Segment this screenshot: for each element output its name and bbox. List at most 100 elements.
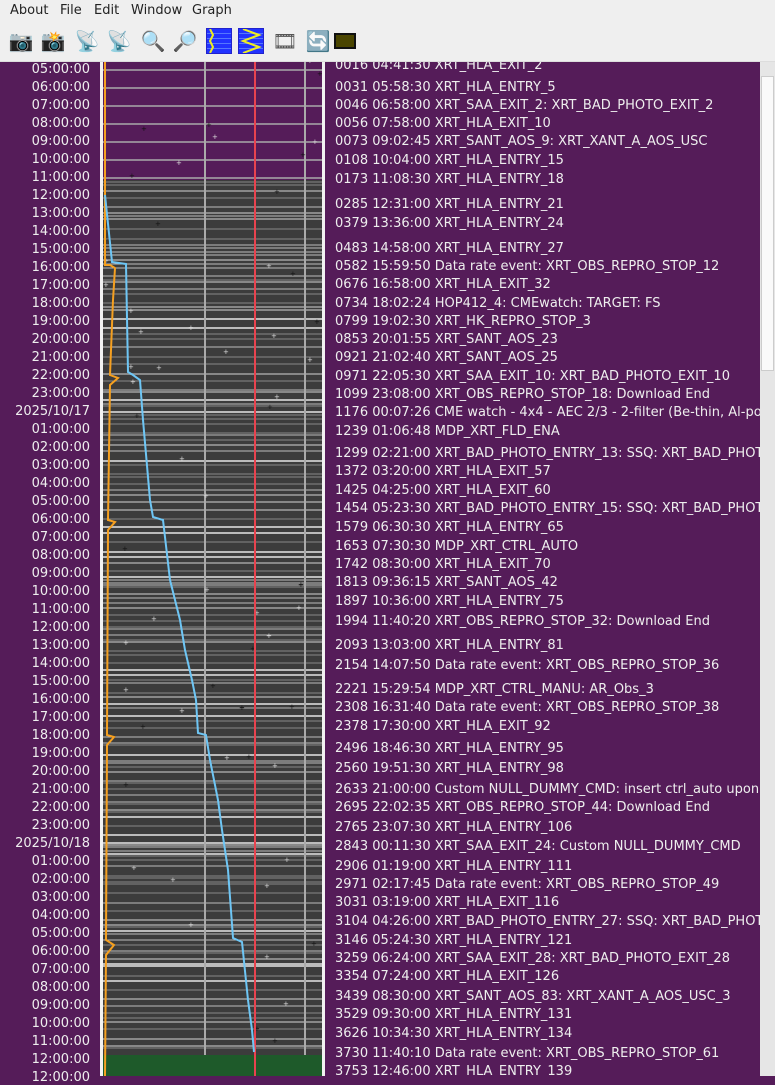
color-swatch-icon[interactable] (334, 33, 356, 49)
graph-grid-icon[interactable] (206, 28, 232, 54)
menu-edit[interactable]: Edit (94, 3, 120, 18)
menu-window[interactable]: Window (131, 3, 183, 18)
event-item[interactable]: 2906 01:19:00 XRT_HLA_ENTRY_111 (335, 859, 573, 874)
event-item[interactable]: 3031 03:19:00 XRT_HLA_EXIT_116 (335, 895, 560, 910)
event-item[interactable]: 1176 00:07:26 CME watch - 4x4 - AEC 2/3 … (335, 405, 760, 420)
orange-curve (104, 62, 120, 1076)
event-item[interactable]: 3529 09:30:00 XRT_HLA_ENTRY_131 (335, 1007, 573, 1022)
event-item[interactable]: 0285 12:31:00 XRT_HLA_ENTRY_21 (335, 197, 564, 212)
event-item[interactable]: 0734 18:02:24 HOP412_4: CMEwatch: TARGET… (335, 296, 661, 311)
event-item[interactable]: 3753 12:46:00 XRT_HLA_ENTRY_139 (335, 1064, 573, 1076)
event-item[interactable]: 2496 18:46:30 XRT_HLA_ENTRY_95 (335, 741, 564, 756)
event-item[interactable]: 2154 14:07:50 Data rate event: XRT_OBS_R… (335, 658, 720, 673)
event-item[interactable]: 2843 00:11:30 XRT_SAA_EXIT_24: Custom NU… (335, 839, 741, 854)
graph-zigzag-icon[interactable] (238, 28, 264, 54)
menu-file[interactable]: File (60, 3, 82, 18)
event-item[interactable]: 0971 22:05:30 XRT_SAA_EXIT_10: XRT_BAD_P… (335, 369, 730, 384)
time-label: 13:00:00 (31, 638, 90, 653)
time-label: 08:00:00 (31, 980, 90, 995)
event-item[interactable]: 1372 03:20:00 XRT_HLA_EXIT_57 (335, 464, 551, 479)
event-item[interactable]: 2093 13:03:00 XRT_HLA_ENTRY_81 (335, 638, 564, 653)
event-item[interactable]: 0173 11:08:30 XRT_HLA_ENTRY_18 (335, 172, 564, 187)
event-item[interactable]: 1239 01:06:48 MDP_XRT_FLD_ENA (335, 424, 560, 439)
event-item[interactable]: 0483 14:58:00 XRT_HLA_ENTRY_27 (335, 241, 564, 256)
event-item[interactable]: 0921 21:02:40 XRT_SANT_AOS_25 (335, 350, 558, 365)
event-item[interactable]: 3104 04:26:00 XRT_BAD_PHOTO_ENTRY_27: SS… (335, 914, 760, 929)
menu-about[interactable]: About (10, 3, 49, 18)
event-item[interactable]: 0853 20:01:55 XRT_SANT_AOS_23 (335, 332, 558, 347)
event-item[interactable]: 1813 09:36:15 XRT_SANT_AOS_42 (335, 575, 558, 590)
time-label: 17:00:00 (31, 278, 90, 293)
event-item[interactable]: 3354 07:24:00 XRT_HLA_EXIT_126 (335, 969, 560, 984)
time-label: 09:00:00 (31, 998, 90, 1013)
timeline-plot[interactable]: + + + + + + + + + + + + + + + + + + + + + + + + + + + + + + + + + + + + + + + +… (103, 62, 322, 1076)
time-label: 20:00:00 (31, 332, 90, 347)
event-item[interactable]: 2378 17:30:00 XRT_HLA_EXIT_92 (335, 719, 551, 734)
event-item[interactable]: 1742 08:30:00 XRT_HLA_EXIT_70 (335, 557, 551, 572)
event-item[interactable]: 0073 09:02:45 XRT_SANT_AOS_9: XRT_XANT_A… (335, 134, 708, 149)
event-marker: + (128, 307, 134, 315)
event-item[interactable]: 0582 15:59:50 Data rate event: XRT_OBS_R… (335, 259, 720, 274)
event-item[interactable]: 3439 08:30:00 XRT_SANT_AOS_83: XRT_XANT_… (335, 989, 731, 1004)
time-label: 07:00:00 (31, 530, 90, 545)
event-marker: + (131, 864, 137, 872)
event-item[interactable]: 0379 13:36:00 XRT_HLA_ENTRY_24 (335, 216, 564, 231)
camera-download-icon[interactable]: 📸 (40, 29, 66, 53)
event-marker: + (284, 856, 290, 864)
time-label: 07:00:00 (31, 98, 90, 113)
film-icon[interactable]: 🎞 (272, 29, 298, 53)
timeline-graph[interactable]: + + + + + + + + + + + + + + + + + + + + + + + + + + + + + + + + + + + + + + + +… (100, 62, 325, 1076)
time-label: 20:00:00 (31, 764, 90, 779)
event-marker: + (254, 609, 260, 617)
event-item[interactable]: 1099 23:08:00 XRT_OBS_REPRO_STOP_18: Dow… (335, 387, 710, 402)
time-label: 18:00:00 (31, 728, 90, 743)
event-item[interactable]: 2765 23:07:30 XRT_HLA_ENTRY_106 (335, 820, 573, 835)
event-marker: + (128, 363, 134, 371)
event-item[interactable]: 2695 22:02:35 XRT_OBS_REPRO_STOP_44: Dow… (335, 800, 710, 815)
scrollbar[interactable] (760, 62, 775, 1076)
event-item[interactable]: 2633 21:00:00 Custom NULL_DUMMY_CMD: ins… (335, 782, 760, 797)
event-item[interactable]: 1994 11:40:20 XRT_OBS_REPRO_STOP_32: Dow… (335, 614, 710, 629)
event-item[interactable]: 3626 10:34:30 XRT_HLA_ENTRY_134 (335, 1026, 573, 1041)
event-item[interactable]: 3730 11:40:10 Data rate event: XRT_OBS_R… (335, 1046, 720, 1061)
time-label: 03:00:00 (31, 458, 90, 473)
time-label: 19:00:00 (31, 746, 90, 761)
zoom-out-icon[interactable]: 🔍 (140, 29, 166, 53)
event-marker: + (246, 753, 252, 761)
time-label: 11:00:00 (31, 1034, 90, 1049)
event-item[interactable]: 1579 06:30:30 XRT_HLA_ENTRY_65 (335, 520, 564, 535)
event-item[interactable]: 1299 02:21:00 XRT_BAD_PHOTO_ENTRY_13: SS… (335, 446, 760, 461)
menu-graph[interactable]: Graph (192, 3, 232, 18)
event-item[interactable]: 0016 04:41:30 XRT_HLA_EXIT_2 (335, 62, 543, 73)
event-item[interactable]: 1454 05:23:30 XRT_BAD_PHOTO_ENTRY_15: SS… (335, 501, 760, 516)
event-item[interactable]: 0056 07:58:00 XRT_HLA_EXIT_10 (335, 116, 551, 131)
event-item[interactable]: 0031 05:58:30 XRT_HLA_ENTRY_5 (335, 80, 556, 95)
scrollbar-thumb[interactable] (761, 76, 774, 371)
time-label: 03:00:00 (31, 890, 90, 905)
event-item[interactable]: 2971 02:17:45 Data rate event: XRT_OBS_R… (335, 877, 720, 892)
refresh-icon[interactable]: 🔄 (305, 29, 331, 53)
event-item[interactable]: 3259 06:24:00 XRT_SAA_EXIT_28: XRT_BAD_P… (335, 951, 730, 966)
event-item[interactable]: 0046 06:58:00 XRT_SAA_EXIT_2: XRT_BAD_PH… (335, 98, 714, 113)
event-item[interactable]: 0108 10:04:00 XRT_HLA_ENTRY_15 (335, 153, 564, 168)
event-item[interactable]: 3146 05:24:30 XRT_HLA_ENTRY_121 (335, 933, 573, 948)
time-label: 11:00:00 (31, 602, 90, 617)
event-item[interactable]: 0676 16:58:00 XRT_HLA_EXIT_32 (335, 277, 551, 292)
event-item[interactable]: 2560 19:51:30 XRT_HLA_ENTRY_98 (335, 761, 564, 776)
event-item[interactable]: 1897 10:36:00 XRT_HLA_ENTRY_75 (335, 594, 564, 609)
event-item[interactable]: 0799 19:02:30 XRT_HK_REPRO_STOP_3 (335, 314, 591, 329)
event-marker: + (264, 882, 270, 890)
event-marker: + (123, 686, 129, 694)
event-item[interactable]: 2308 16:31:40 Data rate event: XRT_OBS_R… (335, 700, 720, 715)
event-marker: + (307, 62, 313, 65)
event-marker: + (223, 348, 229, 356)
camera-up-icon[interactable]: 📷 (8, 29, 34, 53)
event-item[interactable]: 1425 04:25:00 XRT_HLA_EXIT_60 (335, 483, 551, 498)
zoom-in-icon[interactable]: 🔎 (172, 29, 198, 53)
satellite-dish-download-icon[interactable]: 📡 (106, 29, 132, 53)
satellite-dish-up-icon[interactable]: 📡 (74, 29, 100, 53)
event-list[interactable]: 0016 04:41:30 XRT_HLA_EXIT_2 0031 05:58:3… (325, 62, 760, 1076)
event-item[interactable]: 1653 07:30:30 MDP_XRT_CTRL_AUTO (335, 539, 579, 554)
event-item[interactable]: 2221 15:29:54 MDP_XRT_CTRL_MANU: AR_Obs_… (335, 682, 654, 697)
time-label: 16:00:00 (31, 692, 90, 707)
